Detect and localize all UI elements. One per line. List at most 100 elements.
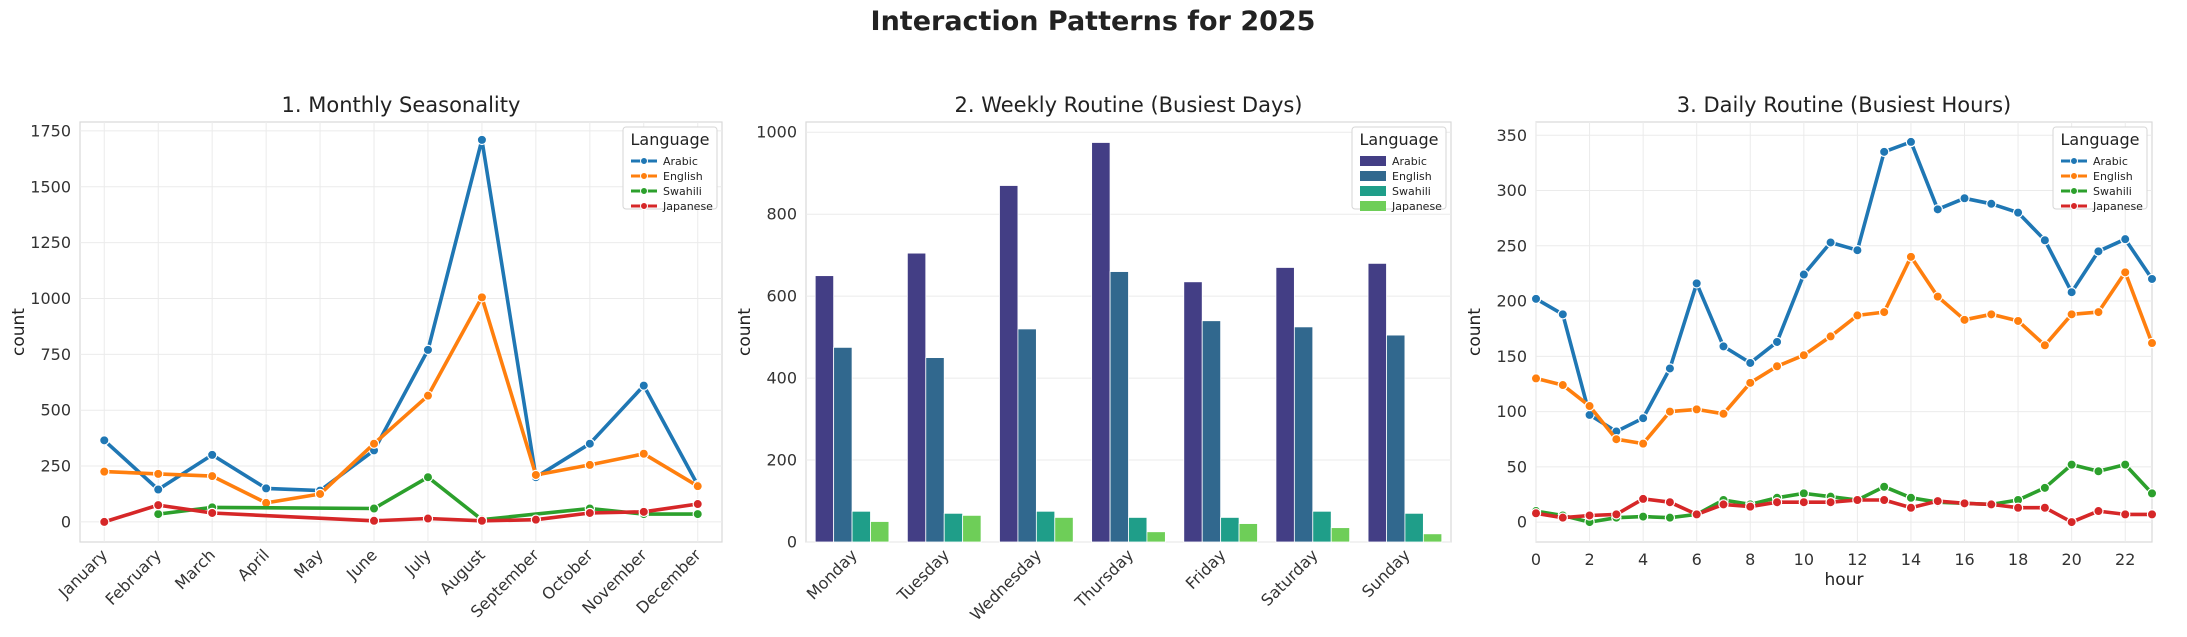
data-point-english xyxy=(2039,340,2051,351)
data-point-swahili xyxy=(2120,459,2131,470)
data-point-english xyxy=(2066,309,2077,320)
legend-swatch-swahili xyxy=(1360,186,1386,196)
y-tick-label: 1500 xyxy=(30,177,71,196)
legend-marker-swahili xyxy=(2070,187,2078,195)
data-point-arabic xyxy=(1825,237,1836,248)
data-point-swahili xyxy=(368,503,380,514)
legend-swatch-english xyxy=(1360,171,1386,181)
bar-japanese xyxy=(1422,533,1443,543)
x-tick-label: 0 xyxy=(1531,550,1541,569)
data-point-swahili xyxy=(692,508,703,520)
data-point-japanese xyxy=(476,515,488,526)
bar-arabic xyxy=(1367,262,1387,543)
x-tick-label: February xyxy=(101,545,165,609)
legend-label-swahili: Swahili xyxy=(1392,185,1431,198)
y-tick-label: 100 xyxy=(1496,402,1527,421)
series-line-arabic xyxy=(102,138,700,493)
data-point-arabic xyxy=(2120,233,2131,245)
data-point-swahili xyxy=(2039,482,2051,494)
y-tick-label: 1250 xyxy=(30,233,71,252)
data-point-english xyxy=(638,448,649,459)
data-point-japanese xyxy=(692,498,703,510)
data-point-japanese xyxy=(1530,508,1542,519)
data-point-arabic xyxy=(1664,363,1676,374)
data-point-arabic xyxy=(1771,336,1783,348)
data-point-english xyxy=(1530,373,1542,384)
legend-label-arabic: Arabic xyxy=(1392,155,1427,168)
chart-panel-1: 02505007501000125015001750JanuaryFebruar… xyxy=(9,93,723,621)
bar-swahili xyxy=(1312,510,1332,543)
data-point-english xyxy=(99,466,110,477)
data-point-japanese xyxy=(1905,502,1917,513)
data-point-english xyxy=(1557,379,1568,391)
data-point-arabic xyxy=(1745,357,1756,369)
legend-marker-english xyxy=(640,172,648,180)
data-point-japanese xyxy=(638,506,649,518)
data-point-japanese xyxy=(1932,495,1943,507)
y-tick-label: 600 xyxy=(766,287,797,306)
y-tick-label: 800 xyxy=(766,205,797,224)
data-point-english xyxy=(530,469,542,481)
data-point-english xyxy=(368,438,380,449)
chart-panel-2: 0 200 400 600 800 1000 Monday Tuesday Wednesday T… xyxy=(735,93,1452,624)
data-point-english xyxy=(314,488,326,500)
data-point-english xyxy=(1932,291,1943,302)
data-point-swahili xyxy=(422,472,434,483)
bar-english xyxy=(833,346,853,543)
data-point-japanese xyxy=(1852,494,1863,506)
y-tick-label: 350 xyxy=(1496,126,1527,145)
x-tick-label: Saturday xyxy=(1257,545,1321,609)
data-point-japanese xyxy=(2012,502,2024,513)
x-tick-label: 6 xyxy=(1692,550,1702,569)
y-tick-label: 200 xyxy=(1496,292,1527,311)
y-tick-label: 250 xyxy=(40,457,71,476)
data-point-swahili xyxy=(2093,466,2104,477)
data-point-english xyxy=(1852,310,1863,321)
data-point-japanese xyxy=(1664,497,1676,508)
data-point-swahili xyxy=(2146,488,2158,499)
chart-panel-3: 0 50 100 150 200 250 300 350 0 2 4 6 8 10 12 14 16 18 20 22… xyxy=(1465,93,2158,590)
data-point-japanese xyxy=(206,507,218,519)
bar-japanese xyxy=(962,514,982,543)
bar-swahili xyxy=(1404,512,1424,543)
data-point-japanese xyxy=(368,515,380,526)
data-point-arabic xyxy=(99,435,110,446)
x-tick-label: 2 xyxy=(1584,550,1594,569)
y-tick-label: 250 xyxy=(1496,236,1527,255)
data-point-arabic xyxy=(1637,413,1649,424)
data-point-arabic xyxy=(2093,246,2104,257)
data-point-english xyxy=(206,470,218,482)
bar-japanese xyxy=(1054,517,1074,543)
data-point-japanese xyxy=(99,516,110,528)
legend-label-english: English xyxy=(2093,170,2133,183)
data-point-english xyxy=(1691,404,1702,415)
x-tick-label: 12 xyxy=(1847,550,1867,569)
plot-area xyxy=(1535,121,2153,543)
x-tick-label: 14 xyxy=(1901,550,1921,569)
legend: Language Arabic English Swahili Japanese xyxy=(2052,126,2148,213)
y-tick-label: 1750 xyxy=(30,121,71,140)
data-point-japanese xyxy=(1584,510,1595,521)
data-point-japanese xyxy=(1959,498,1970,509)
data-point-english xyxy=(1905,251,1917,263)
bar-arabic xyxy=(906,252,927,543)
x-tick-label: 16 xyxy=(1954,550,1974,569)
data-point-japanese xyxy=(2093,505,2104,517)
data-point-japanese xyxy=(2066,516,2077,528)
data-point-arabic xyxy=(206,449,218,461)
data-point-arabic xyxy=(1852,245,1863,256)
data-point-english xyxy=(584,459,596,471)
data-point-japanese xyxy=(2120,509,2131,520)
bar-japanese xyxy=(1238,523,1258,543)
bar-arabic xyxy=(1275,267,1295,543)
data-point-japanese xyxy=(2146,509,2158,520)
bar-english xyxy=(1017,328,1037,543)
data-point-arabic xyxy=(1905,136,1917,148)
bar-english xyxy=(1293,326,1314,543)
bar-english xyxy=(1109,271,1129,543)
legend-marker-arabic xyxy=(640,157,648,165)
x-tick-label: Friday xyxy=(1182,545,1230,593)
data-point-arabic xyxy=(1530,293,1542,305)
x-tick-label: August xyxy=(436,545,489,598)
bar-english xyxy=(1201,320,1222,543)
